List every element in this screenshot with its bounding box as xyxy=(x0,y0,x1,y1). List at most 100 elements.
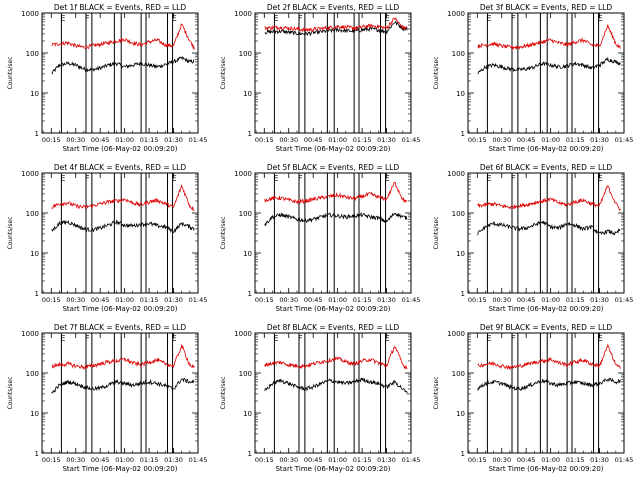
y-tick-label: 10 xyxy=(456,410,465,418)
y-axis-label: Counts/sec xyxy=(433,216,440,249)
x-tick-label: 01:00 xyxy=(328,296,347,304)
x-tick-label: 01:00 xyxy=(115,296,134,304)
y-tick-label: 10 xyxy=(243,250,252,258)
flag-label: E xyxy=(385,174,390,183)
x-tick-label: 00:45 xyxy=(304,136,323,144)
x-tick-label: 00:30 xyxy=(492,456,511,464)
x-tick-label: 01:00 xyxy=(541,296,560,304)
y-tick-label: 100 xyxy=(239,370,252,378)
x-tick-label: 01:00 xyxy=(541,136,560,144)
x-tick-label: 01:00 xyxy=(541,456,560,464)
x-tick-label: 00:15 xyxy=(42,136,61,144)
x-tick-label: 01:45 xyxy=(402,456,421,464)
flag-label: F xyxy=(511,334,516,343)
x-tick-label: 01:45 xyxy=(402,136,421,144)
events-series-line xyxy=(264,377,408,395)
x-tick-label: 01:30 xyxy=(377,456,396,464)
x-axis-label: Start Time (06-May-02 00:09:20) xyxy=(62,145,177,153)
x-tick-label: 01:30 xyxy=(164,456,183,464)
y-tick-label: 1000 xyxy=(234,170,252,178)
y-axis-label: Counts/sec xyxy=(433,376,440,409)
events-series-line xyxy=(51,377,195,394)
x-tick-label: 00:45 xyxy=(304,296,323,304)
x-tick-label: 00:15 xyxy=(42,296,61,304)
detector-panel-3: Det 3f BLACK = Events, RED = LLD Counts/s… xyxy=(433,3,633,153)
x-tick-label: 01:15 xyxy=(566,296,585,304)
flag-label: E xyxy=(273,14,278,23)
x-tick-label: 00:30 xyxy=(492,296,511,304)
x-tick-label: 01:00 xyxy=(328,136,347,144)
plot-frame xyxy=(254,12,412,134)
flag-label: E xyxy=(598,14,603,23)
events-series-line xyxy=(477,56,621,75)
events-series-line xyxy=(264,20,408,37)
x-tick-label: 01:15 xyxy=(140,456,159,464)
x-tick-label: 00:30 xyxy=(66,456,85,464)
detector-panel-9: Det 9f BLACK = Events, RED = LLD Counts/s… xyxy=(433,323,633,473)
plot-frame xyxy=(467,332,625,454)
x-tick-label: 00:45 xyxy=(91,456,110,464)
y-tick-label: 1000 xyxy=(234,10,252,18)
x-tick-label: 00:45 xyxy=(517,136,536,144)
y-tick-label: 1000 xyxy=(447,10,465,18)
y-tick-label: 10 xyxy=(30,90,39,98)
flag-label: E xyxy=(60,334,65,343)
y-tick-label: 10 xyxy=(456,90,465,98)
x-tick-label: 00:30 xyxy=(66,296,85,304)
flag-label: E xyxy=(385,334,390,343)
lld-series-line xyxy=(477,24,621,51)
flag-label: F xyxy=(85,174,90,183)
y-tick-label: 100 xyxy=(239,50,252,58)
x-tick-label: 00:45 xyxy=(304,456,323,464)
events-series-line xyxy=(477,377,621,392)
y-tick-label: 1 xyxy=(35,450,39,458)
y-tick-label: 10 xyxy=(243,90,252,98)
y-tick-label: 1000 xyxy=(447,170,465,178)
y-axis-label: Counts/sec xyxy=(220,56,227,89)
events-series-line xyxy=(264,211,408,227)
x-tick-label: 01:15 xyxy=(353,456,372,464)
lld-series-line xyxy=(264,181,408,206)
flag-label: E xyxy=(385,14,390,23)
lld-series-line xyxy=(477,343,621,371)
flag-label: E xyxy=(172,14,177,23)
x-tick-label: 00:30 xyxy=(279,456,298,464)
lld-series-line xyxy=(264,345,408,370)
y-tick-label: 1 xyxy=(461,130,465,138)
x-tick-label: 01:00 xyxy=(115,136,134,144)
x-tick-label: 01:15 xyxy=(353,296,372,304)
detector-panel-7: Det 7f BLACK = Events, RED = LLD Counts/s… xyxy=(7,323,207,473)
x-tick-label: 00:15 xyxy=(255,136,274,144)
detector-panel-2: Det 2f BLACK = Events, RED = LLD Counts/s… xyxy=(220,3,420,153)
x-axis-label: Start Time (06-May-02 00:09:20) xyxy=(488,145,603,153)
events-series-line xyxy=(51,56,195,75)
x-tick-label: 01:45 xyxy=(402,296,421,304)
flag-label: F xyxy=(85,334,90,343)
y-tick-label: 10 xyxy=(456,250,465,258)
x-tick-label: 01:15 xyxy=(566,136,585,144)
x-tick-label: 00:45 xyxy=(91,136,110,144)
x-tick-label: 00:30 xyxy=(279,136,298,144)
y-tick-label: 1 xyxy=(248,290,252,298)
y-tick-label: 1000 xyxy=(21,10,39,18)
y-tick-label: 10 xyxy=(30,410,39,418)
y-tick-label: 100 xyxy=(239,210,252,218)
x-tick-label: 01:15 xyxy=(140,296,159,304)
y-axis-label: Counts/sec xyxy=(220,376,227,409)
y-tick-label: 10 xyxy=(30,250,39,258)
y-tick-label: 1 xyxy=(35,290,39,298)
x-tick-label: 01:45 xyxy=(615,456,634,464)
lld-series-line xyxy=(51,23,195,50)
x-tick-label: 01:00 xyxy=(115,456,134,464)
x-axis-label: Start Time (06-May-02 00:09:20) xyxy=(275,305,390,313)
flag-label: E xyxy=(172,334,177,343)
x-tick-label: 00:15 xyxy=(255,456,274,464)
y-tick-label: 1000 xyxy=(234,330,252,338)
x-axis-label: Start Time (06-May-02 00:09:20) xyxy=(488,305,603,313)
y-axis-label: Counts/sec xyxy=(7,56,14,89)
y-tick-label: 1 xyxy=(248,450,252,458)
events-series-line xyxy=(51,219,195,234)
flag-label: E xyxy=(598,334,603,343)
x-tick-label: 01:30 xyxy=(164,136,183,144)
x-tick-label: 00:45 xyxy=(517,296,536,304)
